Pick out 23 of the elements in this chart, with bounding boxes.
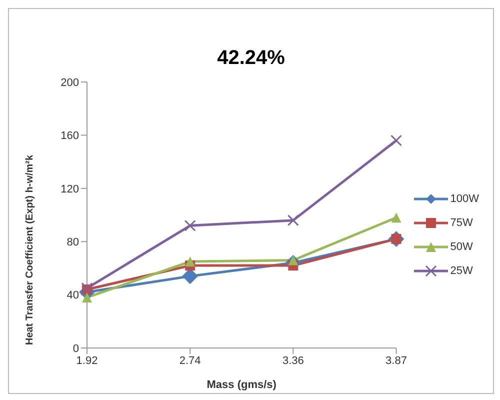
legend-label: 25W	[450, 265, 473, 277]
y-tick-label: 160	[60, 130, 79, 142]
legend-label: 100W	[450, 193, 479, 205]
x-tick-label: 1.92	[76, 354, 98, 367]
point	[390, 134, 402, 146]
y-tick-label: 80	[66, 236, 79, 249]
y-tick-label: 120	[60, 183, 79, 196]
x-tick-label: 3.36	[282, 354, 304, 367]
point	[287, 214, 299, 226]
y-axis-title: Heat Transfer Coefficient (Expt) h-w/m²k	[24, 154, 36, 345]
point	[391, 212, 402, 223]
legend-label: 50W	[450, 241, 473, 253]
x-tick-label: 2.74	[179, 354, 201, 367]
point	[185, 256, 196, 267]
point	[184, 220, 196, 232]
chart-title: 42.24%	[216, 47, 286, 70]
x-axis-title: Mass (gms/s)	[206, 379, 277, 391]
legend-label: 75W	[450, 217, 473, 229]
y-tick-label: 40	[66, 290, 79, 302]
y-tick-label: 200	[60, 76, 79, 89]
x-tick-label: 3.87	[386, 354, 407, 367]
y-tick-label: 0	[72, 342, 79, 355]
point	[82, 292, 92, 302]
